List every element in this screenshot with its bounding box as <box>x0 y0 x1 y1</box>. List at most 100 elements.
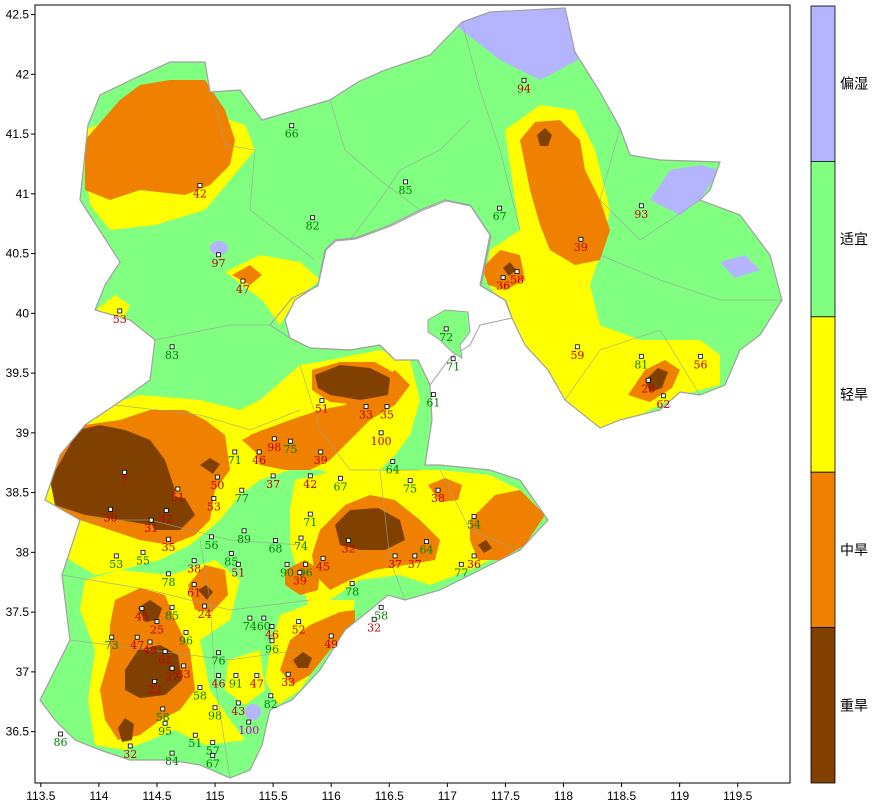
station-marker <box>197 684 203 690</box>
station-value-label: 45 <box>316 560 330 573</box>
y-tick-label: 38 <box>16 545 30 559</box>
severe-drought-28 <box>645 368 668 392</box>
station-marker <box>363 404 369 409</box>
station-marker <box>471 514 477 519</box>
station-point: 55 <box>136 549 150 567</box>
station-value-label: 61 <box>187 587 201 600</box>
station-marker <box>521 77 527 83</box>
station-point: 64 <box>419 539 433 557</box>
station-point: 22 <box>148 679 162 696</box>
station-value-label: 58 <box>374 609 388 622</box>
severe-drought-west <box>50 425 175 525</box>
station-point: 37 <box>388 553 402 571</box>
station-marker <box>239 487 245 493</box>
station-point: 33 <box>177 663 191 681</box>
station-marker <box>117 308 123 314</box>
station-point: 59 <box>570 344 584 362</box>
legend-label: 适宜 <box>840 232 868 248</box>
station-point: 49 <box>143 639 157 657</box>
station-value-label: 32 <box>342 542 356 555</box>
station-point: 52 <box>292 619 306 637</box>
station-marker <box>298 535 304 541</box>
station-value-label: 53 <box>113 313 127 326</box>
station-marker <box>113 553 119 559</box>
x-tick-label: 115 <box>205 789 224 803</box>
station-point: 38 <box>431 487 445 505</box>
station-marker <box>254 673 260 678</box>
station-point: 85 <box>224 551 238 569</box>
station-point: 96 <box>299 561 313 579</box>
station-point: 82 <box>306 215 320 233</box>
station-point: 94 <box>517 77 531 95</box>
moderate-drought-36 <box>482 250 525 290</box>
y-tick-label: 37 <box>16 665 30 679</box>
station-point: 33 <box>359 404 373 422</box>
station-marker <box>645 377 651 383</box>
station-marker <box>271 436 277 442</box>
station-value-label: 60 <box>257 620 271 633</box>
sanhe-enclave <box>427 309 471 359</box>
station-marker <box>166 571 171 577</box>
station-marker <box>191 558 197 564</box>
station-point: 86 <box>54 731 68 749</box>
station-value-label: 83 <box>165 349 179 362</box>
station-marker <box>698 353 703 359</box>
station-marker <box>638 353 644 359</box>
station-value-label: 47 <box>130 639 144 652</box>
station-marker <box>261 615 267 621</box>
severe-drought-50 <box>200 458 220 474</box>
station-value-label: 55 <box>136 554 150 567</box>
station-marker <box>307 473 313 479</box>
station-value-label: 31 <box>144 522 158 535</box>
station-marker <box>256 449 262 455</box>
station-value-label: 90 <box>280 566 294 579</box>
station-point: 72 <box>439 326 453 344</box>
beijing-boundary <box>269 200 513 386</box>
station-marker <box>320 555 326 561</box>
station-value-label: 81 <box>634 358 648 371</box>
station-point: 90 <box>280 561 294 579</box>
station-marker <box>349 581 355 586</box>
station-value-label: 74 <box>294 540 308 553</box>
station-value-label: 66 <box>285 128 299 141</box>
station-value-label: 28 <box>641 382 655 395</box>
station-marker <box>212 705 218 711</box>
station-point: 71 <box>228 449 242 467</box>
station-point: 96 <box>179 630 193 647</box>
station-value-label: 91 <box>229 677 243 690</box>
station-value-label: 85 <box>165 609 179 622</box>
station-value-label: 38 <box>431 492 445 505</box>
station-point: 46 <box>252 449 266 467</box>
station-marker <box>246 719 252 725</box>
station-marker <box>443 326 449 332</box>
station-point: 24 <box>198 603 212 621</box>
station-value-label: 78 <box>162 576 176 589</box>
wet-spot-97 <box>210 241 228 255</box>
station-value-label: 75 <box>403 483 417 496</box>
station-value-label: 33 <box>281 676 295 689</box>
station-marker <box>216 650 221 656</box>
station-point: 53 <box>207 496 221 514</box>
station-point: 71 <box>446 356 460 374</box>
station-point: 28 <box>641 377 655 395</box>
station-marker <box>228 551 234 556</box>
station-point: 62 <box>158 649 172 667</box>
station-marker <box>284 561 290 567</box>
station-marker <box>500 275 506 280</box>
x-axis: 113.5 114 114.5 115 115.5 116 116.5 117 117.5 118… <box>26 783 753 803</box>
station-point: 46 <box>212 673 226 690</box>
station-marker <box>435 487 441 493</box>
legend-label: 中旱 <box>840 543 868 559</box>
station-point: 61 <box>187 582 201 600</box>
station-point: 39 <box>574 236 588 254</box>
station-value-label: 39 <box>293 575 307 588</box>
station-point: 47 <box>130 634 144 652</box>
station-point: 85 <box>399 179 413 197</box>
station-point: 42 <box>193 183 207 200</box>
moderate-drought-38 <box>428 478 462 502</box>
station-point: 67 <box>333 475 347 493</box>
station-point: 56 <box>205 534 219 552</box>
station-point: 37 <box>266 473 280 491</box>
station-marker <box>297 570 303 576</box>
station-marker <box>192 732 198 738</box>
